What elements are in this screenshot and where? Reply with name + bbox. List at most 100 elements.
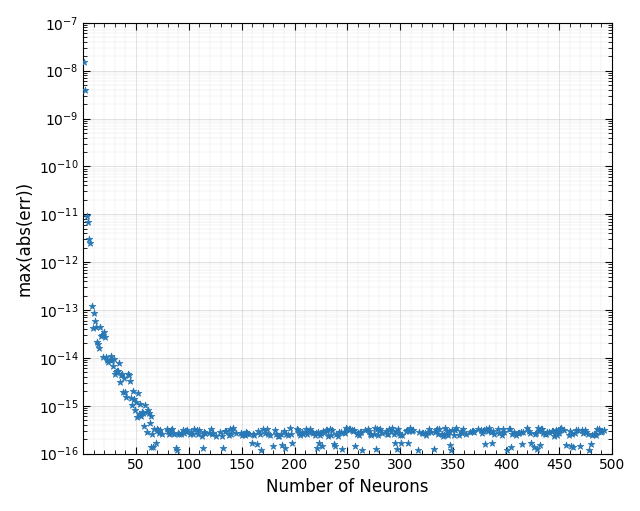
Point [200,429,210,437]
Point [134,410,144,418]
Point [568,444,578,452]
Point [573,426,583,434]
Point [283,431,293,439]
Point [360,426,371,434]
Point [164,429,175,437]
Point [104,356,115,364]
Point [109,370,120,378]
Point [115,378,125,386]
Point [371,445,381,453]
Point [417,429,427,437]
Point [571,426,581,434]
Point [538,429,548,437]
Point [394,429,404,437]
Point [120,388,131,396]
Point [269,426,280,434]
Point [208,429,218,437]
Point [300,428,310,436]
Point [179,427,189,435]
Point [228,424,238,432]
Point [513,429,523,437]
Point [167,425,177,433]
Point [516,428,526,436]
Point [517,439,527,448]
Point [174,430,184,438]
Point [365,431,376,439]
Point [524,427,534,435]
Point [255,446,266,454]
Point [163,427,173,435]
Point [117,370,127,379]
Point [333,431,343,439]
Point [292,426,303,434]
Point [148,443,158,451]
Point [451,424,461,432]
Point [326,430,336,438]
Point [357,446,367,454]
Point [241,428,251,436]
Point [173,429,184,437]
Point [487,439,497,448]
Point [279,427,289,435]
Point [364,427,374,435]
Point [336,428,346,436]
Point [518,428,528,436]
Point [297,428,307,436]
Point [531,429,541,437]
Point [508,428,518,436]
Point [483,427,493,435]
Point [237,430,248,438]
Point [373,431,383,439]
Point [124,371,134,379]
Point [102,356,113,364]
Point [80,86,90,94]
Point [541,430,552,438]
Point [341,425,351,433]
Point [321,426,332,434]
Point [355,428,365,436]
Point [597,427,607,435]
Point [193,430,204,438]
Point [85,239,95,247]
Point [324,425,335,433]
Point [157,430,168,438]
Point [127,386,138,394]
Point [339,428,349,436]
Point [577,426,588,434]
Point [435,425,445,433]
Point [498,425,508,433]
Point [548,427,558,435]
Point [260,429,270,437]
Point [476,426,486,434]
Point [420,431,431,439]
Point [365,430,375,438]
Point [330,442,340,450]
Point [477,427,488,435]
Point [98,353,108,361]
Point [227,426,237,434]
Point [490,430,500,438]
Point [242,429,252,437]
Point [468,427,479,435]
Point [596,428,607,436]
Point [116,370,126,379]
Point [529,443,539,451]
Point [467,427,477,435]
Point [426,428,436,436]
Point [445,441,455,449]
Point [391,427,401,435]
Point [424,425,434,433]
Point [221,427,231,435]
Point [566,430,577,438]
Point [456,429,467,437]
Point [581,428,591,436]
Point [353,428,363,436]
Point [387,424,397,432]
Point [204,429,214,437]
Point [195,426,205,434]
Point [536,425,546,433]
Point [286,430,296,438]
Point [119,374,129,382]
Point [171,444,181,452]
Point [166,426,176,434]
